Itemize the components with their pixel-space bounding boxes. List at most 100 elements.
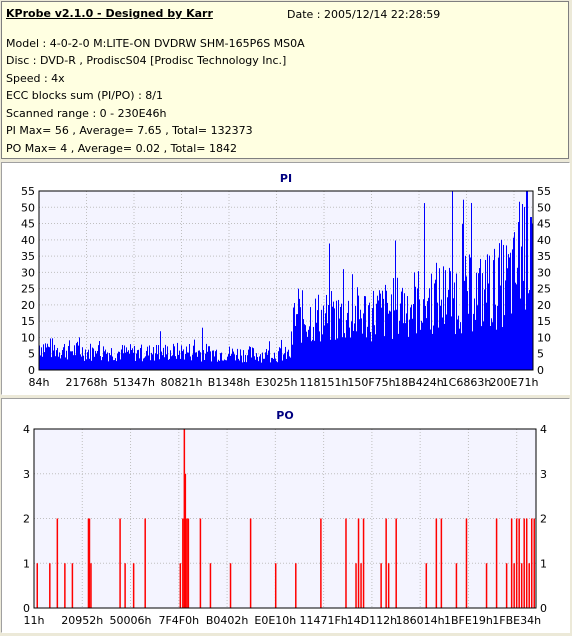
pi-bar <box>451 316 452 370</box>
po-bar <box>119 518 121 608</box>
pi-bar <box>51 357 52 370</box>
pi-bar <box>316 322 317 370</box>
po-bar <box>187 518 190 608</box>
pi-bar <box>478 273 479 370</box>
pi-bar <box>376 303 377 370</box>
pi-bar <box>249 346 250 370</box>
pi-bar <box>310 307 311 370</box>
pi-bar <box>230 355 231 370</box>
po-bar <box>525 518 528 608</box>
pi-bar <box>286 358 287 370</box>
po-bar <box>362 518 365 608</box>
pi-bar <box>502 327 503 370</box>
pi-bar <box>261 362 262 370</box>
y-tick-label-right: 10 <box>537 331 551 344</box>
pi-bar <box>452 191 453 370</box>
pi-bar <box>159 359 160 370</box>
pi-bar <box>445 270 446 370</box>
pi-bar <box>188 352 189 370</box>
pi-bar <box>315 298 316 370</box>
pi-bar <box>514 232 515 370</box>
pi-bar <box>505 280 506 370</box>
pi-bar <box>163 347 164 370</box>
pi-bar <box>366 337 367 370</box>
pi-bar <box>389 310 390 370</box>
pi-bar <box>507 268 508 370</box>
pi-bar <box>501 239 502 370</box>
pi-bar <box>149 345 150 370</box>
po-bar <box>520 563 523 608</box>
pi-bar <box>114 360 115 370</box>
pi-bar <box>415 286 416 370</box>
y-tick-label-left: 35 <box>21 250 35 263</box>
pi-bar <box>87 352 88 370</box>
pi-bar <box>528 293 529 370</box>
pi-bar <box>355 305 356 370</box>
pi-bar <box>160 331 161 370</box>
po-bar <box>144 518 146 608</box>
pi-bar <box>221 352 222 370</box>
pi-bar <box>251 357 252 370</box>
pi-bar <box>169 358 170 370</box>
pi-bar <box>142 361 143 370</box>
pi-bar <box>299 298 300 370</box>
pi-bar <box>329 243 330 370</box>
pi-bar <box>458 315 459 370</box>
pi-bar <box>307 336 308 370</box>
pi-bar <box>375 334 376 370</box>
pi-bar <box>345 337 346 370</box>
pi-bar <box>408 336 409 370</box>
pi-bar <box>173 343 174 370</box>
po-bar <box>518 518 520 608</box>
pi-bar <box>76 343 77 370</box>
pi-bar <box>518 222 519 370</box>
pi-bar <box>475 319 476 370</box>
info-ecc-blocks: ECC blocks sum (PI/PO) : 8/1 <box>6 89 163 102</box>
pi-bar <box>471 202 472 370</box>
po-bar <box>249 518 252 608</box>
pi-bar <box>321 309 322 370</box>
pi-bar <box>288 349 289 370</box>
x-tick-label: 186014h <box>396 614 445 627</box>
pi-bar <box>430 329 431 370</box>
pi-bar <box>273 358 274 370</box>
pi-bar <box>203 350 204 370</box>
pi-bar <box>244 361 245 370</box>
pi-bar <box>276 361 277 370</box>
pi-bar <box>55 356 56 370</box>
pi-bar <box>392 338 393 370</box>
pi-bar <box>387 302 388 370</box>
pi-bar <box>79 337 80 370</box>
po-bar <box>71 563 74 608</box>
pi-bar <box>350 337 351 370</box>
pi-bar <box>240 349 241 370</box>
pi-bar <box>417 288 418 370</box>
pi-bar <box>428 297 429 370</box>
pi-bar <box>529 290 530 370</box>
pi-bar <box>297 314 298 370</box>
pi-bar <box>363 313 364 370</box>
pi-bar <box>239 360 240 370</box>
po-bar <box>395 518 397 608</box>
pi-bar <box>271 357 272 370</box>
pi-bar <box>225 360 226 370</box>
pi-bar <box>250 346 251 370</box>
po-bar <box>360 563 362 608</box>
pi-bar <box>74 345 75 370</box>
pi-bar <box>41 347 42 370</box>
pi-bar <box>99 341 100 370</box>
pi-bar <box>165 344 166 370</box>
pi-bar <box>469 254 470 370</box>
pi-bar <box>81 356 82 370</box>
info-po-summary: PO Max= 4 , Average= 0.02 , Total= 1842 <box>6 142 237 155</box>
pi-bar <box>295 325 296 370</box>
pi-bar <box>323 305 324 370</box>
pi-bar <box>217 361 218 370</box>
pi-bar <box>444 323 445 370</box>
pi-bar <box>153 347 154 370</box>
pi-bar <box>64 343 65 370</box>
pi-bar <box>211 361 212 370</box>
pi-bar <box>92 347 93 370</box>
pi-bar <box>432 333 433 370</box>
pi-bar <box>53 350 54 370</box>
